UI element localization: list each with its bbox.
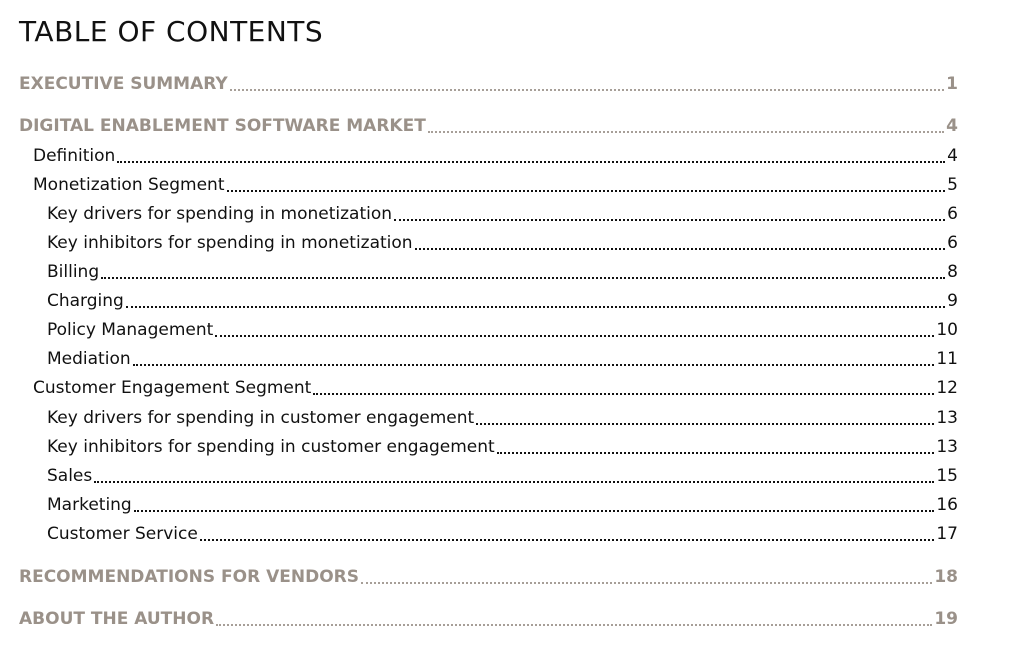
toc-entry-customer-service[interactable]: Customer Service 17 (47, 522, 958, 546)
toc-entry-page: 19 (934, 609, 958, 629)
toc-entry-page: 13 (936, 408, 958, 428)
dot-leader (117, 161, 946, 163)
dot-leader (215, 335, 935, 337)
toc-entry-page: 8 (947, 262, 958, 282)
toc-entry-page: 9 (947, 291, 958, 311)
dot-leader (199, 539, 935, 541)
toc-entry-page: 10 (936, 320, 958, 340)
toc-entry-page: 17 (936, 524, 958, 544)
toc-entry-key-inhibitors-monetization[interactable]: Key inhibitors for spending in monetizat… (47, 231, 958, 255)
dot-leader (94, 481, 935, 483)
toc-entry-label: RECOMMENDATIONS FOR VENDORS (19, 567, 359, 587)
dot-leader (226, 190, 946, 192)
toc-entry-label: Key drivers for spending in customer eng… (47, 408, 475, 428)
toc-entry-page: 6 (947, 204, 958, 224)
toc-entry-billing[interactable]: Billing 8 (47, 260, 958, 284)
dot-leader (414, 248, 946, 250)
dot-leader (101, 277, 946, 279)
toc-entry-label: Billing (47, 262, 100, 282)
toc-entry-mediation[interactable]: Mediation 11 (47, 347, 958, 371)
toc-entry-key-inhibitors-customer-engagement[interactable]: Key inhibitors for spending in customer … (47, 435, 958, 459)
dot-leader (496, 452, 935, 454)
toc-entry-customer-engagement-segment[interactable]: Customer Engagement Segment 12 (33, 376, 958, 400)
dot-leader (229, 89, 945, 91)
toc-entry-sales[interactable]: Sales 15 (47, 464, 958, 488)
toc-title: TABLE OF CONTENTS (19, 15, 324, 48)
toc-entry-label: Charging (47, 291, 124, 311)
toc-entry-label: EXECUTIVE SUMMARY (19, 74, 228, 94)
toc-entry-page: 1 (946, 74, 958, 94)
toc-entry-page: 18 (934, 567, 958, 587)
toc-entry-charging[interactable]: Charging 9 (47, 289, 958, 313)
toc-entry-page: 5 (947, 175, 958, 195)
dot-leader (427, 131, 945, 133)
dot-leader (476, 423, 935, 425)
dot-leader (313, 393, 935, 395)
toc-entry-about-the-author[interactable]: ABOUT THE AUTHOR 19 (19, 607, 958, 631)
dot-leader (133, 510, 935, 512)
toc-entry-monetization-segment[interactable]: Monetization Segment 5 (33, 173, 958, 197)
toc-entry-label: Monetization Segment (33, 175, 225, 195)
toc-entry-label: Customer Engagement Segment (33, 378, 312, 398)
toc-entry-label: Customer Service (47, 524, 198, 544)
toc-entry-policy-management[interactable]: Policy Management 10 (47, 318, 958, 342)
toc-entry-page: 11 (936, 349, 958, 369)
toc-entry-label: Marketing (47, 495, 132, 515)
toc-entry-key-drivers-customer-engagement[interactable]: Key drivers for spending in customer eng… (47, 406, 958, 430)
toc-entry-recommendations-for-vendors[interactable]: RECOMMENDATIONS FOR VENDORS 18 (19, 565, 958, 589)
toc-entry-label: Key inhibitors for spending in customer … (47, 437, 495, 457)
toc-entry-label: Policy Management (47, 320, 214, 340)
toc-entry-label: Mediation (47, 349, 131, 369)
toc-entry-label: Sales (47, 466, 93, 486)
toc-entry-page: 15 (936, 466, 958, 486)
dot-leader (125, 306, 946, 308)
toc-entry-executive-summary[interactable]: EXECUTIVE SUMMARY 1 (19, 72, 958, 96)
dot-leader (394, 219, 946, 221)
toc-entry-label: Key inhibitors for spending in monetizat… (47, 233, 413, 253)
toc-entry-digital-enablement-software-market[interactable]: DIGITAL ENABLEMENT SOFTWARE MARKET 4 (19, 114, 958, 138)
dot-leader (216, 624, 933, 626)
toc-entry-label: DIGITAL ENABLEMENT SOFTWARE MARKET (19, 116, 426, 136)
toc-entry-key-drivers-monetization[interactable]: Key drivers for spending in monetization… (47, 202, 958, 226)
toc-entry-label: ABOUT THE AUTHOR (19, 609, 215, 629)
dot-leader (360, 582, 933, 584)
toc-entry-page: 6 (947, 233, 958, 253)
toc-entry-page: 16 (936, 495, 958, 515)
toc-entry-label: Key drivers for spending in monetization (47, 204, 393, 224)
toc-entry-page: 4 (947, 146, 958, 166)
toc-entry-page: 4 (946, 116, 958, 136)
toc-entry-page: 13 (936, 437, 958, 457)
toc-entry-page: 12 (936, 378, 958, 398)
toc-entry-definition[interactable]: Definition 4 (33, 144, 958, 168)
dot-leader (132, 364, 935, 366)
toc-entry-marketing[interactable]: Marketing 16 (47, 493, 958, 517)
toc-entry-label: Definition (33, 146, 116, 166)
